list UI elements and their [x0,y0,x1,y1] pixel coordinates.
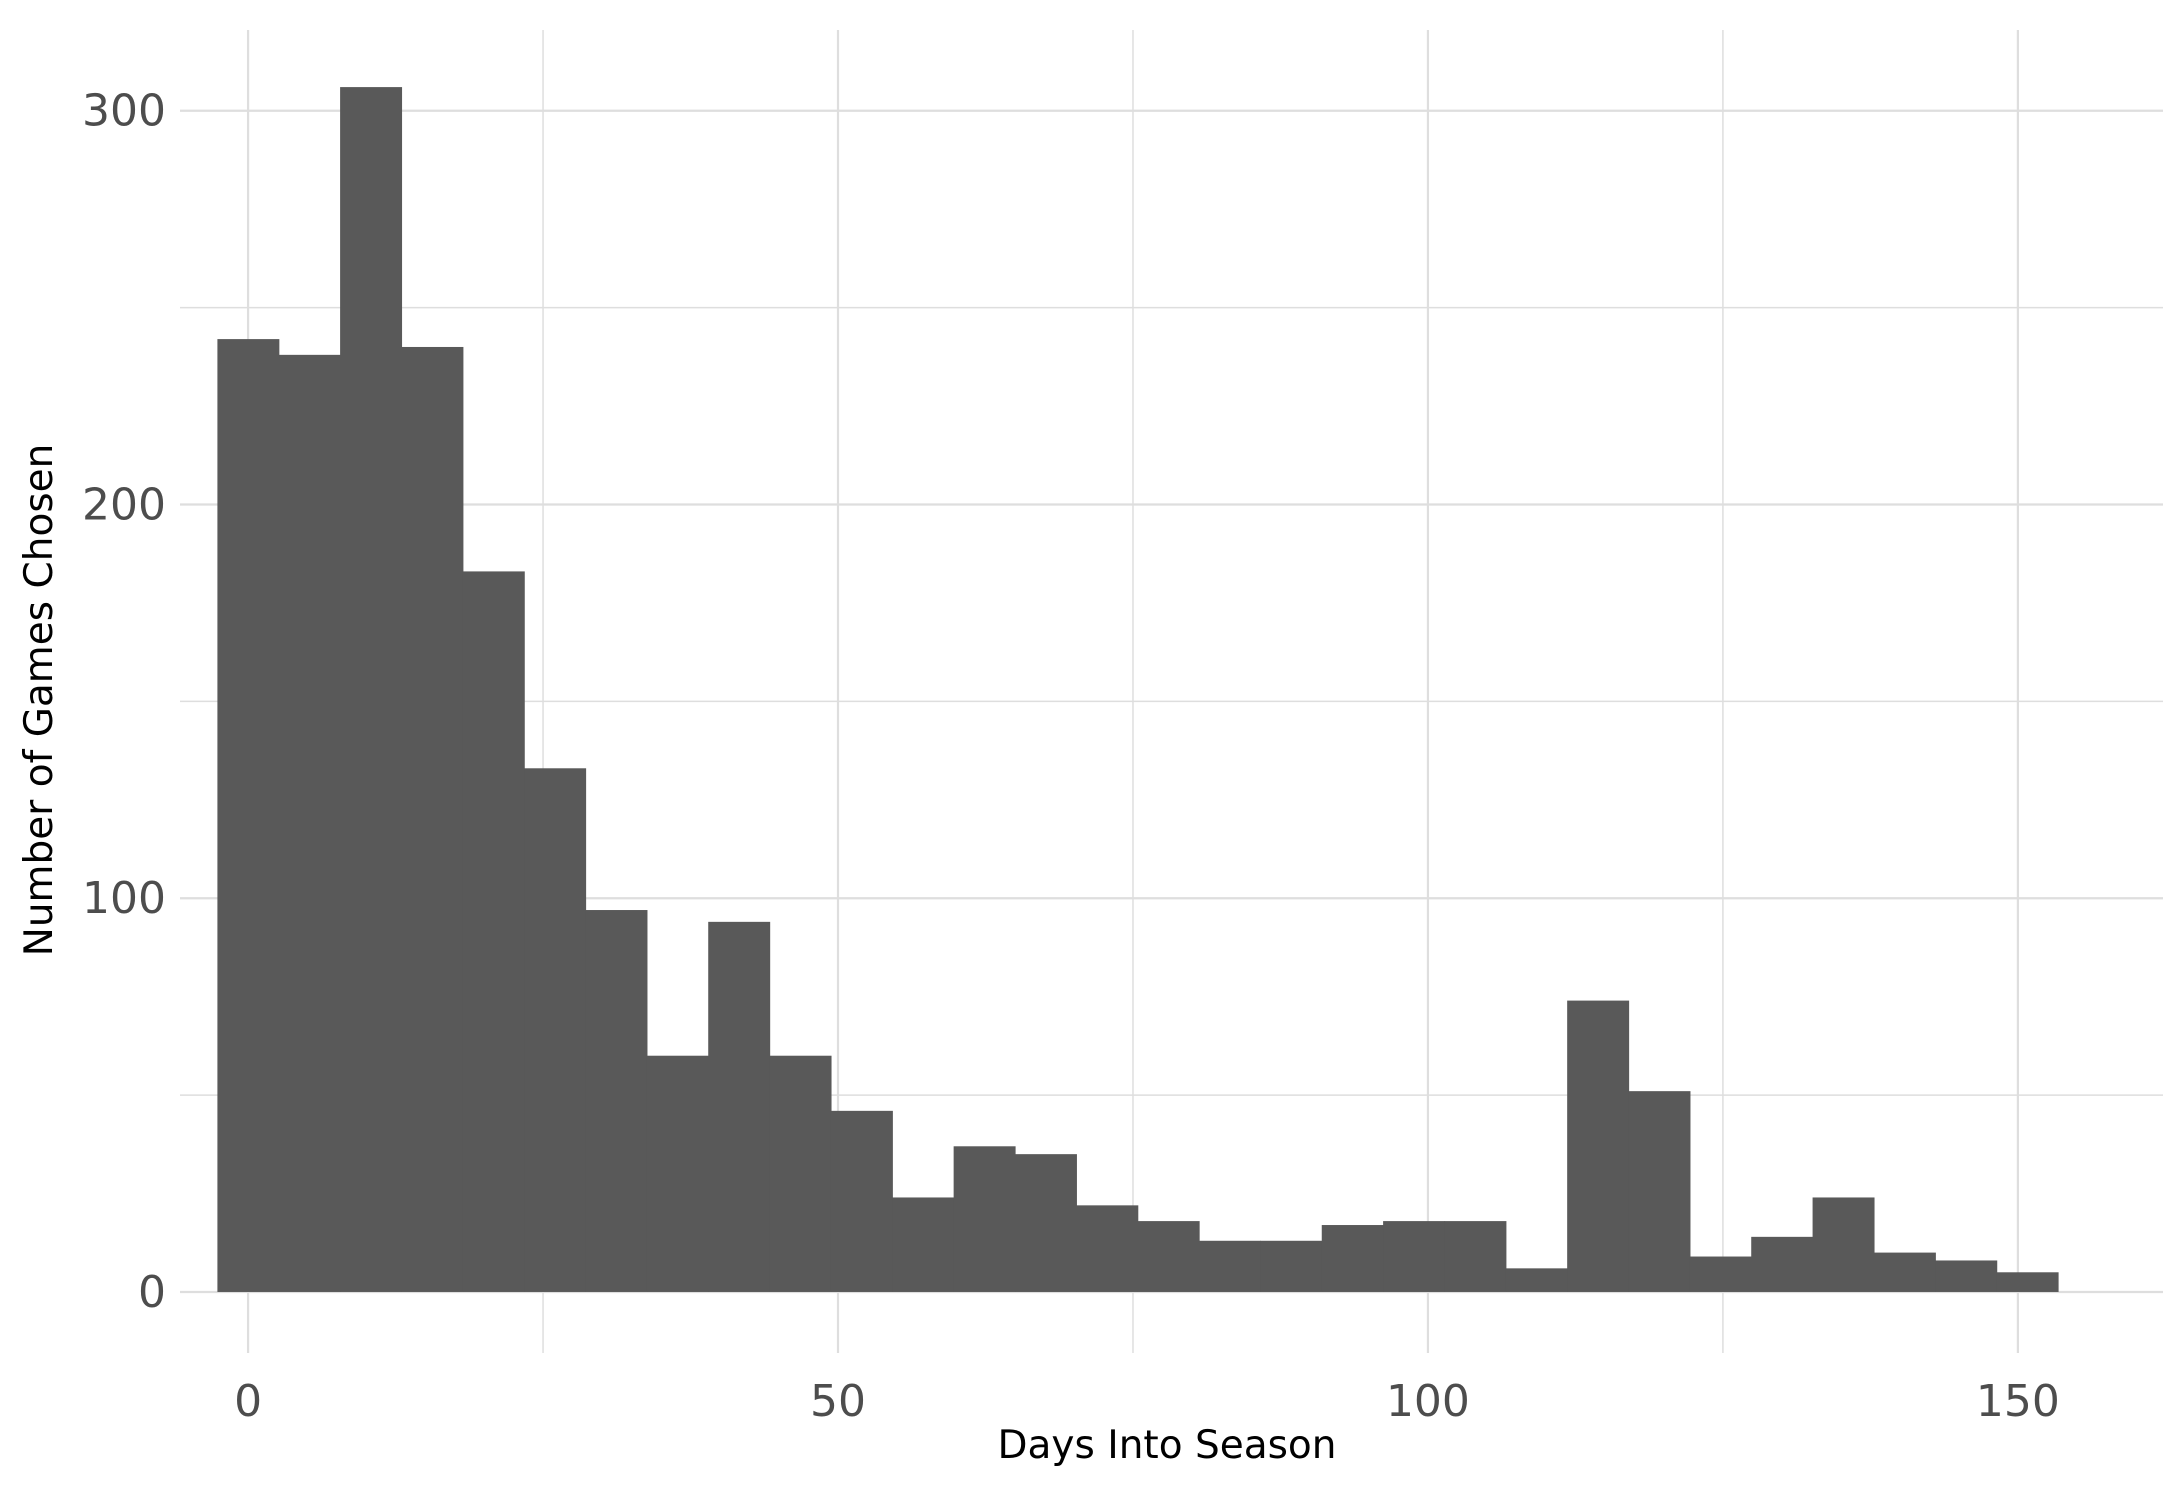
histogram-bar [401,346,464,1292]
histogram-bar [1505,1268,1568,1292]
y-tick-label: 200 [82,479,166,530]
histogram-bar [1014,1154,1077,1292]
histogram-bar [1137,1221,1200,1292]
histogram-bar [1321,1225,1384,1292]
histogram-bar [1996,1272,2059,1292]
histogram-bar [1873,1252,1936,1292]
histogram-bar [585,910,648,1292]
histogram-bar [646,1055,709,1292]
histogram-bar [1260,1240,1323,1292]
histogram-bar [708,921,771,1292]
histogram-bar [1751,1236,1814,1292]
histogram-bar [892,1197,955,1292]
histogram-bar [1628,1091,1691,1292]
histogram-bar [462,571,525,1292]
histogram-bar [1076,1205,1139,1292]
histogram-bar [1812,1197,1875,1292]
histogram-bar [278,354,341,1292]
histogram-bar [1567,1000,1630,1292]
x-tick-label: 150 [1976,1376,2060,1427]
histogram-bar [1935,1260,1998,1292]
histogram-bar [953,1146,1016,1292]
histogram-bar [1444,1221,1507,1292]
histogram-bar [1383,1221,1446,1292]
y-axis-title: Number of Games Chosen [17,444,62,957]
histogram-bar [340,87,403,1292]
histogram-bar [1199,1240,1262,1292]
y-tick-label: 0 [138,1267,166,1318]
histogram-bar [217,339,280,1292]
histogram-bar [524,768,587,1292]
x-tick-label: 100 [1386,1376,1470,1427]
histogram-bar [830,1110,893,1292]
x-axis-tick-labels: 0 50 100 150 [234,1376,2060,1427]
histogram-bar [1689,1256,1752,1292]
x-tick-label: 0 [234,1376,262,1427]
histogram-bar [769,1055,832,1292]
y-tick-label: 100 [82,873,166,924]
histogram-bars [217,87,2059,1292]
y-axis-tick-labels: 0 100 200 300 [82,86,166,1318]
x-tick-label: 50 [810,1376,866,1427]
y-tick-label: 300 [82,86,166,137]
x-axis-title: Days Into Season [997,1423,1336,1468]
